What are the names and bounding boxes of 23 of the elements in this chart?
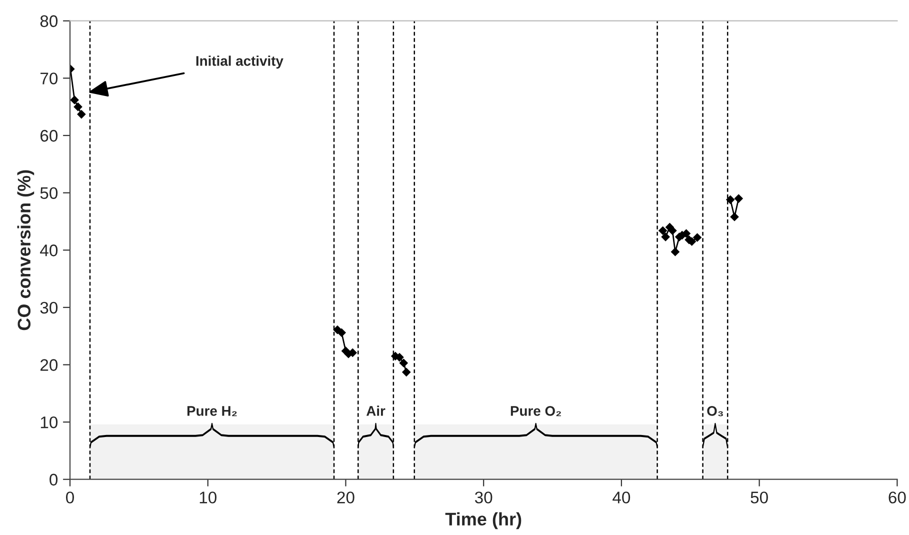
x-axis-title: Time (hr) [445, 512, 522, 530]
x-tick-label: 10 [200, 492, 216, 504]
y-tick-label: 80 [40, 15, 58, 28]
band-label: Air [366, 406, 386, 416]
y-tick-label: 40 [40, 244, 58, 256]
x-tick-label: 20 [337, 492, 354, 504]
y-tick-label: 70 [40, 72, 58, 84]
band-label: Pure O₂ [510, 406, 561, 416]
y-tick-label: 60 [40, 130, 58, 142]
x-tick-label: 40 [612, 492, 630, 504]
y-tick-label: 50 [40, 187, 58, 200]
band-label: Pure H₂ [187, 406, 237, 416]
x-tick-label: 60 [888, 492, 906, 504]
x-tick-label: 0 [66, 492, 74, 504]
y-tick-label: 10 [40, 416, 58, 428]
x-tick-label: 50 [750, 492, 768, 504]
y-tick-label: 0 [50, 474, 58, 486]
y-tick-label: 30 [40, 302, 58, 314]
x-tick-label: 30 [474, 492, 492, 504]
annotation: Initial activity [196, 56, 284, 69]
y-axis-title: CO conversion (%) [17, 170, 34, 330]
band-label: O₃ [707, 406, 723, 416]
y-tick-label: 20 [40, 359, 58, 371]
